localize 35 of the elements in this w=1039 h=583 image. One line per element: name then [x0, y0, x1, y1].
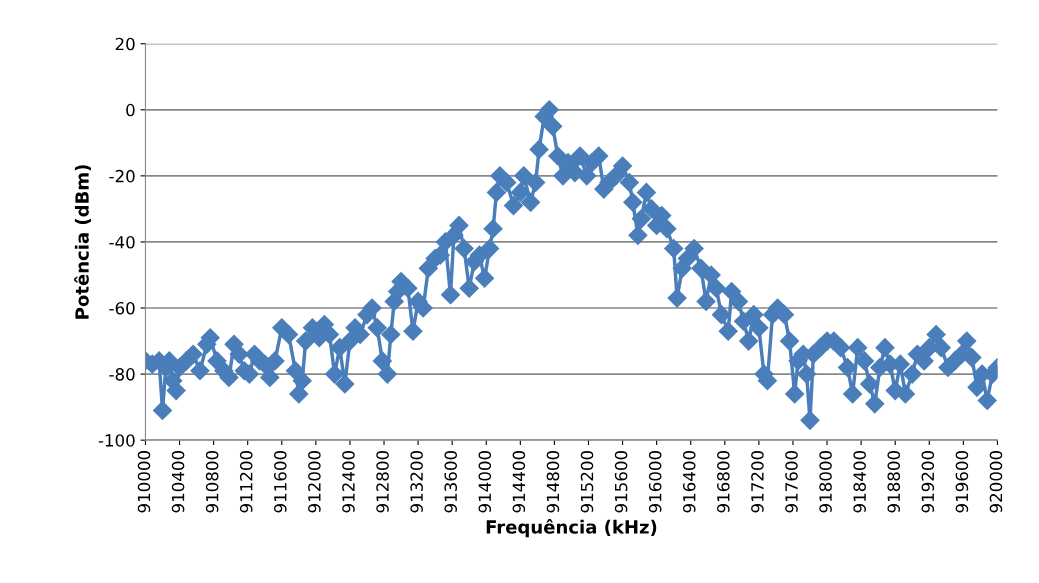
x-tick-label: 915600 [614, 451, 628, 513]
y-axis-title: Potência (dBm) [74, 165, 91, 319]
y-tick-label: -100 [98, 434, 135, 447]
x-tick-label: 915200 [580, 451, 594, 513]
x-tick-label: 914000 [478, 451, 492, 513]
x-tick-label: 918000 [819, 451, 832, 513]
x-tick-label: 913600 [444, 451, 458, 513]
x-tick-label: 912400 [342, 451, 355, 513]
x-tick-label: 910000 [137, 451, 151, 513]
x-tick-label: 918400 [853, 451, 866, 513]
x-axis-title: Frequência (kHz) [486, 519, 657, 538]
x-tick-label: 910800 [205, 451, 219, 513]
x-tick-label: 916400 [682, 451, 696, 513]
x-tick-label: 916800 [717, 451, 730, 513]
x-tick-label: 918800 [887, 451, 901, 513]
x-tick-label: 917600 [785, 451, 798, 513]
x-tick-label: 919200 [921, 451, 935, 513]
x-tick-label: 913200 [410, 451, 423, 513]
x-tick-label: 912000 [308, 451, 321, 513]
y-tick-label: -20 [109, 169, 135, 183]
x-tick-label: 914400 [512, 451, 526, 513]
y-tick-label: 0 [126, 103, 135, 117]
x-tick-label: 911200 [239, 451, 253, 513]
y-tick-label: -60 [109, 301, 135, 315]
x-tick-label: 919600 [955, 451, 969, 513]
x-tick-label: 912800 [376, 451, 389, 513]
y-tick-label: 20 [115, 37, 135, 51]
x-tick-label: 916000 [648, 451, 662, 513]
y-tick-label: -80 [109, 368, 135, 381]
x-tick-label: 914800 [546, 451, 560, 513]
x-tick-label: 920000 [989, 451, 1003, 513]
x-tick-label: 917200 [751, 451, 764, 513]
x-tick-label: 910400 [171, 451, 185, 513]
x-tick-label: 911600 [274, 451, 287, 513]
y-tick-label: -40 [109, 235, 135, 249]
